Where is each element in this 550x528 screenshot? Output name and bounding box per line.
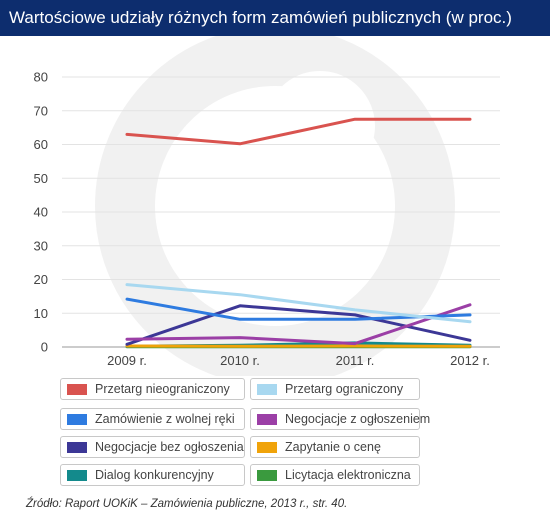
y-tick-label: 40	[34, 205, 48, 220]
y-tick-label: 30	[34, 238, 48, 253]
x-tick-label: 2010 r.	[220, 353, 260, 368]
legend-label: Negocjacje z ogłoszeniem	[285, 412, 431, 426]
legend-label: Licytacja elektroniczna	[285, 468, 411, 482]
legend-swatch	[257, 383, 277, 395]
legend-item: Przetarg nieograniczony	[60, 378, 245, 400]
legend-item: Zapytanie o cenę	[250, 436, 420, 458]
y-tick-label: 20	[34, 272, 48, 287]
legend-label: Negocjacje bez ogłoszenia	[95, 440, 244, 454]
legend-label: Dialog konkurencyjny	[95, 468, 214, 482]
legend-item: Przetarg ograniczony	[250, 378, 420, 400]
watermark-ring	[95, 36, 455, 376]
legend-label: Przetarg nieograniczony	[95, 382, 230, 396]
legend-swatch	[257, 413, 277, 425]
legend-item: Zamówienie z wolnej ręki	[60, 408, 245, 430]
legend-item: Dialog konkurencyjny	[60, 464, 245, 486]
y-tick-label: 80	[34, 70, 48, 85]
series-line	[125, 304, 472, 346]
series-line	[125, 117, 472, 146]
legend-label: Przetarg ograniczony	[285, 382, 404, 396]
y-tick-label: 10	[34, 306, 48, 321]
x-tick-label: 2012 r.	[450, 353, 490, 368]
legend-swatch	[67, 413, 87, 425]
y-tick-label: 60	[34, 137, 48, 152]
legend-label: Zapytanie o cenę	[285, 440, 381, 454]
x-tick-label: 2011 r.	[336, 353, 375, 368]
x-tick-label: 2009 r.	[107, 353, 147, 368]
legend-item: Negocjacje bez ogłoszenia	[60, 436, 245, 458]
y-tick-label: 70	[34, 103, 48, 118]
y-tick-label: 50	[34, 171, 48, 186]
legend-swatch	[257, 469, 277, 481]
source-note: Źródło: Raport UOKiK – Zamówienia public…	[26, 498, 348, 510]
legend-label: Zamówienie z wolnej ręki	[95, 412, 235, 426]
legend-item: Negocjacje z ogłoszeniem	[250, 408, 430, 430]
y-tick-label: 0	[41, 340, 48, 355]
legend-swatch	[67, 469, 87, 481]
x-axis-ticks: 2009 r. 2010 r. 2011 r. 2012 r.	[107, 353, 490, 368]
y-axis-ticks: 0 10 20 30 40 50 60 70 80	[34, 70, 48, 355]
chart-title: Wartościowe udziały różnych form zamówie…	[0, 0, 550, 36]
series-line	[125, 283, 472, 324]
legend-swatch	[67, 383, 87, 395]
series-line	[125, 303, 472, 346]
legend-item: Licytacja elektroniczna	[250, 464, 420, 486]
series-lines	[125, 117, 472, 349]
legend-swatch	[67, 441, 87, 453]
legend-swatch	[257, 441, 277, 453]
